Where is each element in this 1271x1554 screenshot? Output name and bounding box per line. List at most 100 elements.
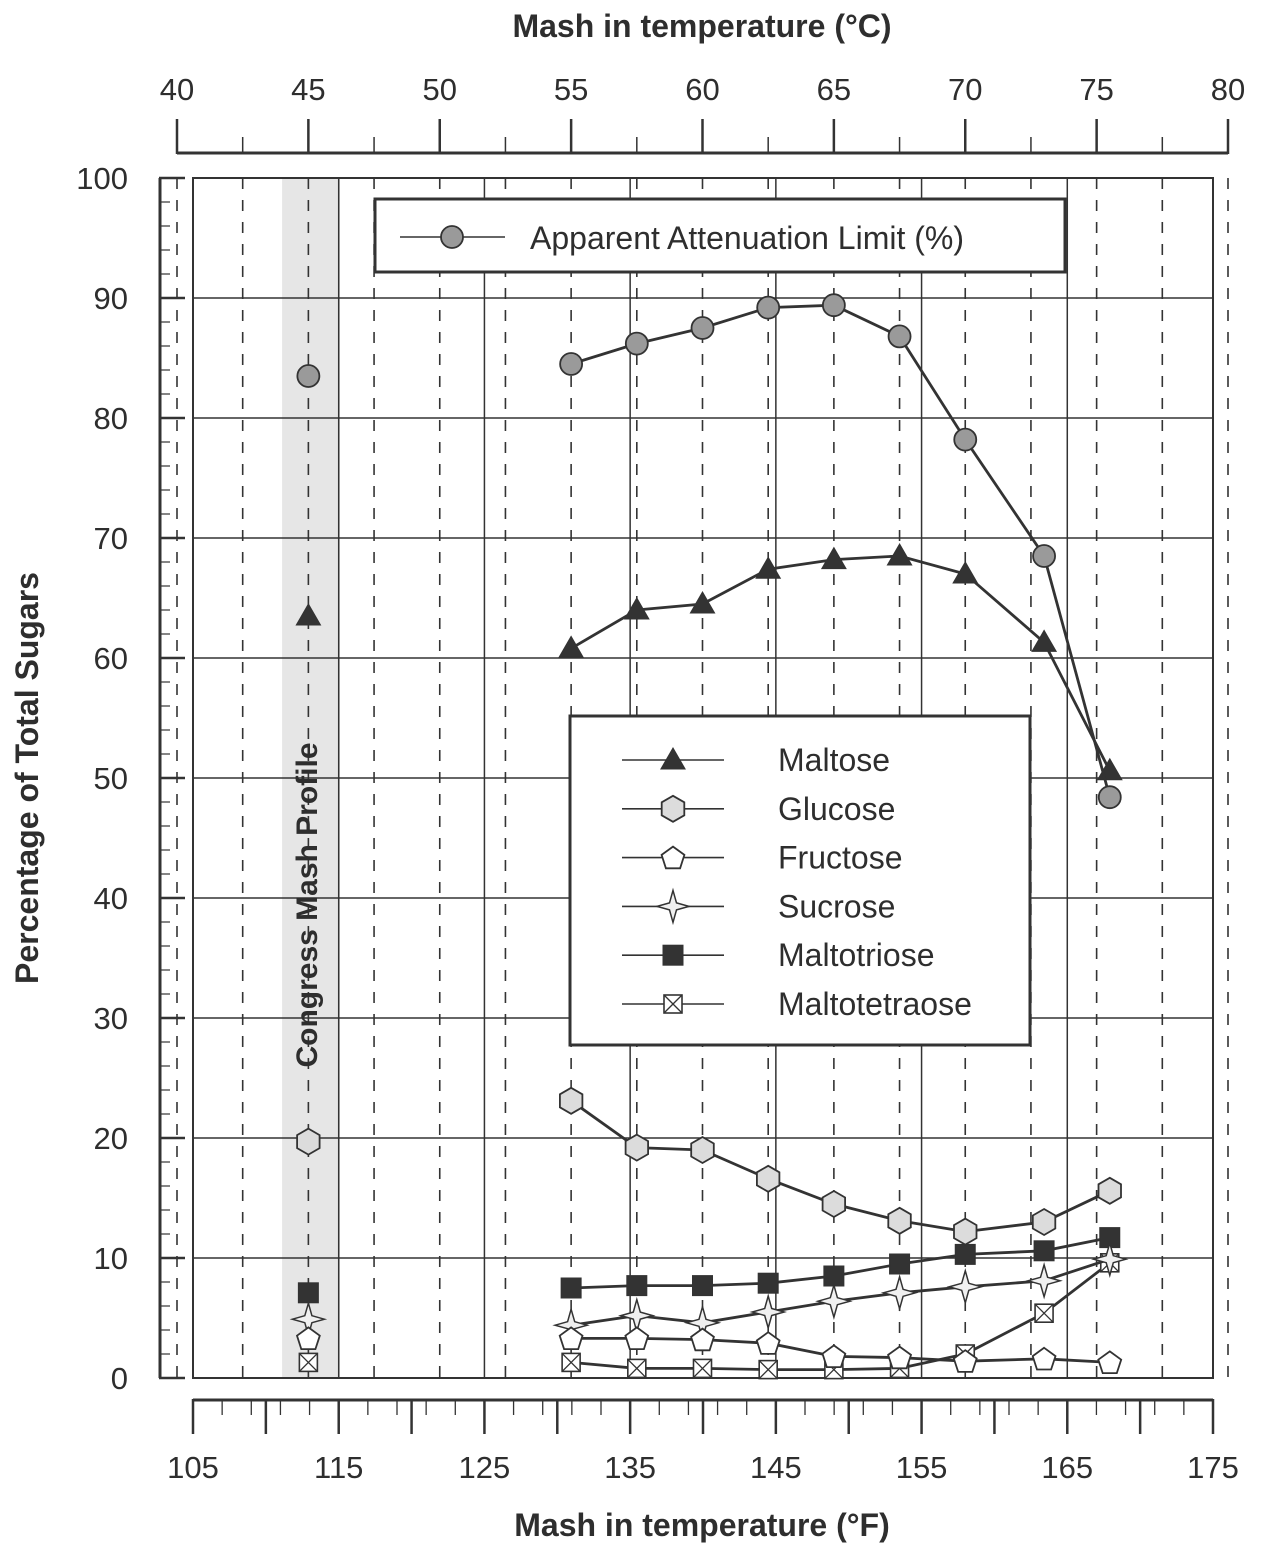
xsquare-marker <box>561 1352 581 1373</box>
xsquare-diag <box>693 1358 712 1378</box>
pentagon-marker <box>1031 1346 1057 1371</box>
circle-marker <box>756 295 781 320</box>
star-marker <box>1091 1240 1129 1278</box>
square-marker <box>662 944 684 966</box>
legend-label: Maltotetraose <box>778 986 972 1022</box>
legend-label: Fructose <box>778 840 902 876</box>
xsquare-marker <box>663 994 683 1014</box>
y-tick-label: 50 <box>94 761 128 796</box>
square-marker <box>297 1282 319 1304</box>
star-marker <box>880 1274 919 1312</box>
y-tick-label: 30 <box>94 1001 128 1036</box>
axes: 0 10 20 30 40 50 60 70 80 90 100 40 45 50 55 60 65 70 75 80… <box>76 72 1245 1485</box>
pentagon-marker <box>558 1326 584 1350</box>
circle-marker <box>1097 785 1122 810</box>
star-marker <box>654 887 692 926</box>
pentagon-marker <box>660 845 686 870</box>
square-marker <box>889 1253 911 1275</box>
top-tick-label: 40 <box>160 72 194 107</box>
bottom-axis-title: Mash in temperature (°F) <box>514 1507 890 1543</box>
circle-marker <box>559 352 584 376</box>
top-tick-label: 60 <box>685 72 719 107</box>
legend-box <box>568 714 1032 1047</box>
hexagon-marker <box>1031 1207 1057 1237</box>
bottom-tick-label: 135 <box>604 1450 656 1485</box>
bottom-tick-label: 115 <box>314 1450 363 1485</box>
pentagon-marker <box>755 1331 781 1355</box>
congress-band-label: Congress Mash Profile <box>291 742 324 1067</box>
bottom-tick-label: 105 <box>167 1450 219 1485</box>
xsquare-diag <box>1034 1303 1054 1323</box>
y-tick-label: 80 <box>94 401 128 436</box>
bottom-tick-label: 155 <box>896 1450 948 1485</box>
legend-box <box>373 197 1067 274</box>
hexagon-marker <box>887 1206 912 1235</box>
y-tick-label: 10 <box>94 1241 128 1276</box>
bottom-tick-label: 175 <box>1187 1450 1239 1485</box>
xsquare-diag <box>758 1360 778 1380</box>
triangle-marker <box>820 546 847 570</box>
top-tick-label: 55 <box>554 72 588 107</box>
circle-marker <box>296 364 321 388</box>
y-tick-label: 40 <box>94 881 128 916</box>
legend-label: Apparent Attenuation Limit (%) <box>530 220 964 256</box>
triangle-marker <box>1031 629 1058 652</box>
y-axis-title: Percentage of Total Sugars <box>9 572 45 984</box>
legend-label: Sucrose <box>778 888 895 924</box>
triangle-marker <box>660 746 686 770</box>
xsquare-marker <box>298 1352 319 1373</box>
y-tick-label: 0 <box>111 1361 128 1396</box>
series-maltotetraose <box>298 1253 1120 1380</box>
hexagon-marker <box>756 1164 781 1193</box>
legend-label: Glucose <box>778 791 895 827</box>
pentagon-marker <box>952 1349 978 1373</box>
pentagon-marker <box>821 1344 847 1368</box>
xsquare-diag <box>298 1352 318 1372</box>
pentagon-marker <box>624 1326 650 1350</box>
xsquare-marker <box>692 1358 713 1379</box>
triangle-marker <box>689 590 716 614</box>
pentagon-marker <box>295 1326 321 1350</box>
pentagon-marker <box>887 1345 913 1370</box>
legend-label: Maltose <box>778 742 890 778</box>
hexagon-marker <box>953 1217 978 1246</box>
bottom-tick-label: 145 <box>750 1450 802 1485</box>
hexagon-marker <box>624 1133 649 1162</box>
xsquare-diag <box>561 1352 581 1372</box>
square-marker <box>954 1243 976 1265</box>
hexagon-marker <box>296 1127 321 1156</box>
xsquare-marker <box>1034 1303 1054 1323</box>
star-marker <box>946 1268 985 1306</box>
y-tick-label: 90 <box>94 281 128 316</box>
top-tick-label: 65 <box>817 72 851 107</box>
star-marker <box>815 1282 853 1320</box>
y-tick-label: 100 <box>76 161 128 196</box>
legend-sugars: Maltose Glucose Fructose Sucrose Maltotriose… <box>568 714 1032 1047</box>
top-tick-label: 45 <box>291 72 325 107</box>
circle-marker <box>1032 544 1056 568</box>
top-axis-title: Mash in temperature (°C) <box>512 8 891 44</box>
top-tick-label: 50 <box>423 72 457 107</box>
y-tick-label: 20 <box>94 1121 128 1156</box>
triangle-marker <box>755 556 782 579</box>
xsquare-marker <box>627 1358 647 1379</box>
series <box>289 293 1129 1380</box>
star-marker <box>1025 1262 1063 1300</box>
series-maltotriose <box>297 1227 1121 1304</box>
triangle-marker <box>295 602 322 626</box>
square-marker <box>626 1275 648 1297</box>
circle-marker <box>821 293 846 318</box>
circle-marker <box>887 324 912 349</box>
triangle-marker <box>952 561 979 584</box>
pentagon-marker <box>1097 1350 1123 1374</box>
bottom-tick-label: 165 <box>1041 1450 1093 1485</box>
circle-marker <box>690 316 715 340</box>
circle-marker <box>440 225 464 249</box>
circle-marker <box>624 331 649 356</box>
hexagon-marker <box>1097 1176 1122 1205</box>
hexagon-marker <box>690 1135 715 1165</box>
circle-marker <box>953 427 978 452</box>
square-marker <box>560 1277 582 1299</box>
xsquare-diag <box>663 994 683 1014</box>
